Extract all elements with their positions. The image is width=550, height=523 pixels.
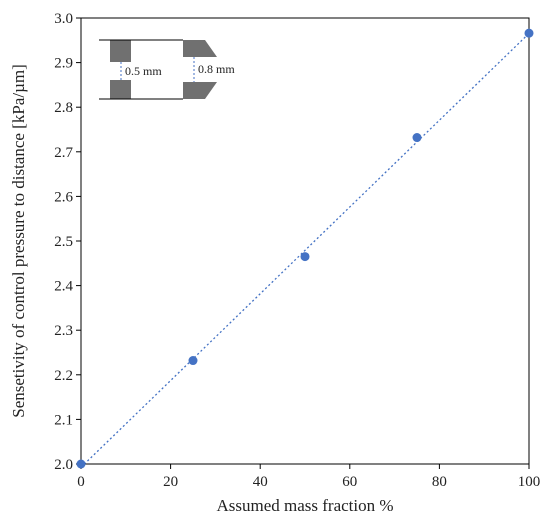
- y-tick-label: 2.2: [54, 368, 73, 384]
- data-point: [412, 133, 422, 143]
- inset-label-0-8mm: 0.8 mm: [198, 62, 235, 76]
- plot-area: [80, 17, 530, 465]
- y-tick-label: 2.5: [54, 234, 73, 250]
- y-tick-label: 3.0: [54, 11, 73, 27]
- x-axis-ticks: 0 20 40 60 80 100: [77, 464, 540, 490]
- trendline: [80, 32, 530, 468]
- x-axis-label: Assumed mass fraction %: [216, 496, 393, 515]
- inset-right-bottom-block: [183, 82, 217, 99]
- y-tick-label: 2.7: [54, 145, 73, 161]
- data-point: [76, 459, 86, 469]
- data-point: [524, 28, 534, 38]
- y-tick-label: 2.1: [54, 412, 73, 428]
- y-tick-label: 2.9: [54, 56, 73, 72]
- x-tick-label: 100: [518, 474, 541, 490]
- inset-left-top-block: [110, 40, 131, 62]
- nozzle-inset-diagram: 0.5 mm 0.8 mm: [99, 39, 235, 100]
- y-tick-label: 2.0: [54, 457, 73, 473]
- x-tick-label: 40: [253, 474, 268, 490]
- y-tick-label: 2.6: [54, 189, 73, 205]
- x-tick-label: 20: [163, 474, 178, 490]
- inset-left-bottom-block: [110, 80, 131, 99]
- x-tick-label: 0: [77, 474, 85, 490]
- x-tick-label: 80: [432, 474, 447, 490]
- data-point: [188, 356, 198, 366]
- x-tick-label: 60: [342, 474, 357, 490]
- y-tick-label: 2.4: [54, 279, 73, 295]
- inset-label-0-5mm: 0.5 mm: [125, 64, 162, 78]
- y-axis-label: Sensetivity of control pressure to dista…: [9, 64, 28, 418]
- data-point: [300, 252, 310, 262]
- y-tick-label: 2.8: [54, 100, 73, 116]
- data-series: [76, 28, 534, 469]
- y-tick-label: 2.3: [54, 323, 73, 339]
- inset-right-top-block: [183, 40, 217, 57]
- y-axis-ticks: 2.0 2.1 2.2 2.3 2.4 2.5 2.6 2.7 2.8 2.9 3.0: [54, 11, 81, 473]
